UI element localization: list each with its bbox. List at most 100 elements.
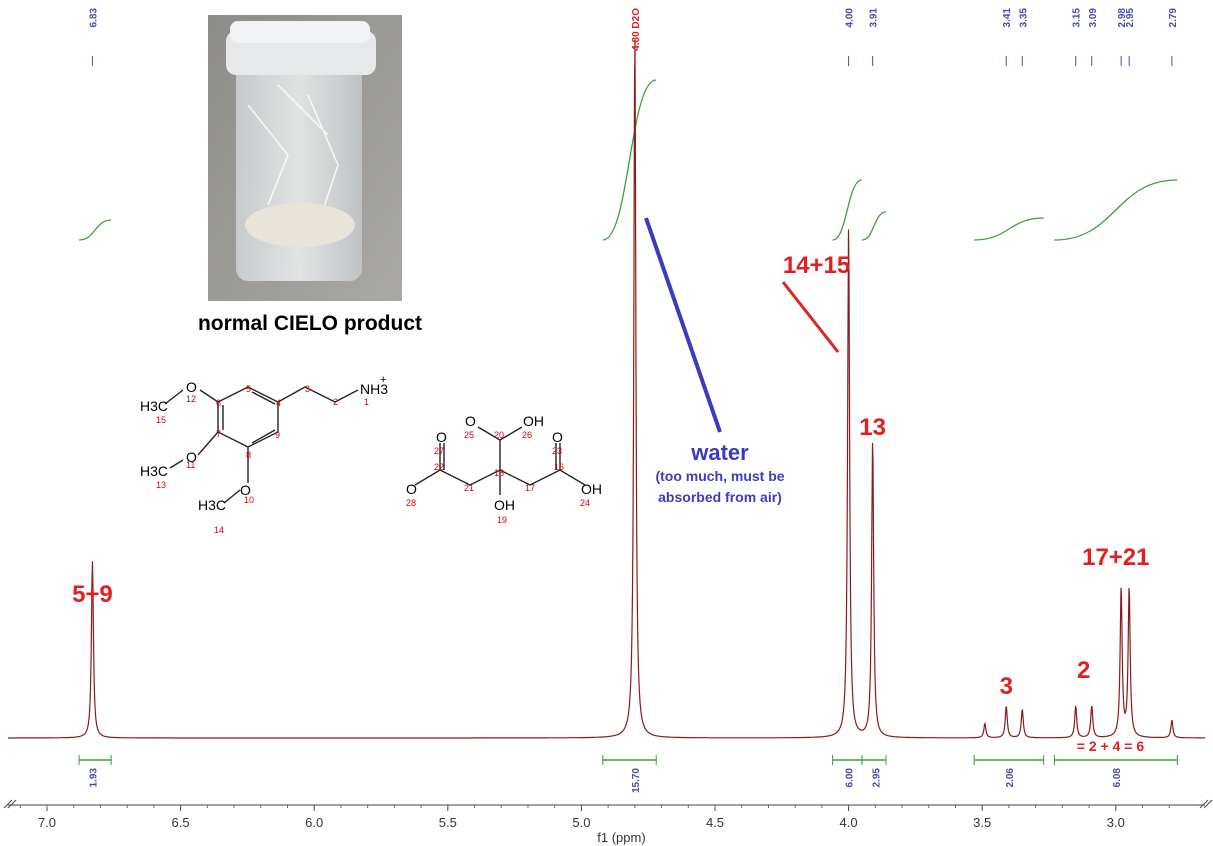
integral-value: 2.95 xyxy=(871,768,882,788)
photo-caption: normal CIELO product xyxy=(197,312,422,335)
atom-number: 20 xyxy=(494,430,504,440)
atom-number: 4 xyxy=(276,398,281,408)
integral-curves: 1.93 15.70 6.00 2.95 2.06 6.08 xyxy=(78,79,1178,793)
integral-value: 15.70 xyxy=(631,768,642,793)
integral-curve xyxy=(1054,179,1178,241)
atom-number: 6 xyxy=(216,398,221,408)
atom-label: O xyxy=(240,482,251,498)
atom-number: 9 xyxy=(275,430,280,440)
integral-value: 6.08 xyxy=(1112,768,1123,788)
peak-annotation: 5+9 xyxy=(72,581,113,608)
x-tick-label: 4.5 xyxy=(706,815,724,830)
atom-number: 18 xyxy=(494,468,504,478)
peak-label: 3.91 xyxy=(869,8,880,28)
integral-value: 6.00 xyxy=(845,768,856,788)
x-tick-label: 7.0 xyxy=(38,815,56,830)
x-axis-label: f1 (ppm) xyxy=(597,830,645,845)
peak-annotation: 2 xyxy=(1077,657,1090,684)
peak-label: 3.41 xyxy=(1002,8,1013,28)
atom-number: 25 xyxy=(464,430,474,440)
atom-number: 28 xyxy=(406,498,416,508)
atom-label: H3C xyxy=(198,497,226,513)
spectrum-trace xyxy=(8,40,1205,739)
atom-label: O xyxy=(406,481,417,497)
peak-label: 4.80 D2O xyxy=(631,8,642,51)
structure-phenethylamine xyxy=(164,386,359,504)
peak-label: 6.83 xyxy=(88,8,99,28)
atom-number: 11 xyxy=(186,460,195,470)
spectrum-line xyxy=(8,40,1205,739)
atom-number: 27 xyxy=(434,446,444,456)
atom-number: 15 xyxy=(156,415,166,425)
atom-label: O xyxy=(436,429,447,445)
atom-number: 22 xyxy=(434,462,444,472)
water-annotation: water (too much, must be absorbed from a… xyxy=(620,440,820,508)
axis-break-mark xyxy=(3,799,1213,809)
x-axis: 7.0 6.5 6.0 5.5 5.0 4.5 4.0 3.5 3.0 f1 (ppm) xyxy=(3,799,1213,845)
atom-number: 10 xyxy=(244,495,254,505)
atom-number: 17 xyxy=(525,483,535,493)
x-tick-label: 5.0 xyxy=(572,815,590,830)
atom-label: O xyxy=(465,413,476,429)
atom-label: OH xyxy=(523,413,544,429)
integral-curve xyxy=(602,79,657,241)
peak-label: 2.95 xyxy=(1125,8,1136,28)
atom-number: 12 xyxy=(186,394,196,404)
atom-number: 8 xyxy=(246,450,251,460)
peak-labels: 6.83 4.80 D2O 4.00 3.91 3.41 3.35 3.15 3.09 2.98… xyxy=(88,8,1179,66)
atom-label: O xyxy=(186,379,197,395)
atom-number: 23 xyxy=(552,446,562,456)
annotation-pointer-line xyxy=(781,281,840,353)
structure-citrate xyxy=(414,426,586,495)
atom-number: 3 xyxy=(305,384,310,394)
x-tick-label: 3.0 xyxy=(1107,815,1125,830)
integral-curve xyxy=(974,217,1044,241)
peak-label: 4.00 xyxy=(845,8,856,28)
atom-number: 1 xyxy=(364,397,369,407)
peak-label: 2.79 xyxy=(1168,8,1179,28)
atom-label: OH xyxy=(494,497,515,513)
peak-label: 2.98 xyxy=(1117,8,1128,28)
peak-annotation: 3 xyxy=(1000,673,1013,700)
peak-label: 3.35 xyxy=(1018,8,1029,28)
water-pointer-line xyxy=(644,217,722,433)
peak-label: 3.15 xyxy=(1072,8,1083,28)
integral-curve xyxy=(861,211,887,241)
atom-number: 16 xyxy=(554,462,564,472)
peak-annotation: 17+21 xyxy=(1082,544,1149,571)
x-tick-label: 5.5 xyxy=(439,815,457,830)
integral-curve xyxy=(832,179,863,241)
peak-annotation: = 2 + 4 = 6 xyxy=(1077,738,1145,754)
atom-label: OH xyxy=(581,481,602,497)
atom-number: 19 xyxy=(497,515,507,525)
x-tick-label: 6.0 xyxy=(305,815,323,830)
atom-number: 14 xyxy=(214,525,224,535)
peak-annotation: 13 xyxy=(859,414,886,441)
atom-label: O xyxy=(552,429,563,445)
atom-label: + xyxy=(380,374,386,386)
integral-curve xyxy=(79,219,112,241)
atom-label: H3C xyxy=(140,463,168,479)
x-tick-label: 6.5 xyxy=(172,815,190,830)
atom-number: 7 xyxy=(216,429,221,439)
integral-value: 2.06 xyxy=(1005,768,1016,788)
atom-number: 24 xyxy=(580,498,590,508)
product-photo xyxy=(208,15,402,301)
peak-label: 3.09 xyxy=(1088,8,1099,28)
atom-number: 13 xyxy=(156,480,166,490)
atom-label: O xyxy=(186,449,197,465)
atom-label: H3C xyxy=(140,398,168,414)
water-label: water xyxy=(691,440,749,465)
water-note: (too much, must be absorbed from air) xyxy=(655,468,785,505)
atom-number: 21 xyxy=(464,483,474,493)
atom-number: 26 xyxy=(522,430,532,440)
peak-annotation: 14+15 xyxy=(783,252,850,279)
atom-number: 5 xyxy=(246,384,251,394)
atom-number: 2 xyxy=(333,397,338,407)
x-tick-label: 3.5 xyxy=(973,815,991,830)
x-tick-label: 4.0 xyxy=(840,815,858,830)
integral-value: 1.93 xyxy=(88,768,99,788)
atom-label: NH3 xyxy=(360,381,388,397)
